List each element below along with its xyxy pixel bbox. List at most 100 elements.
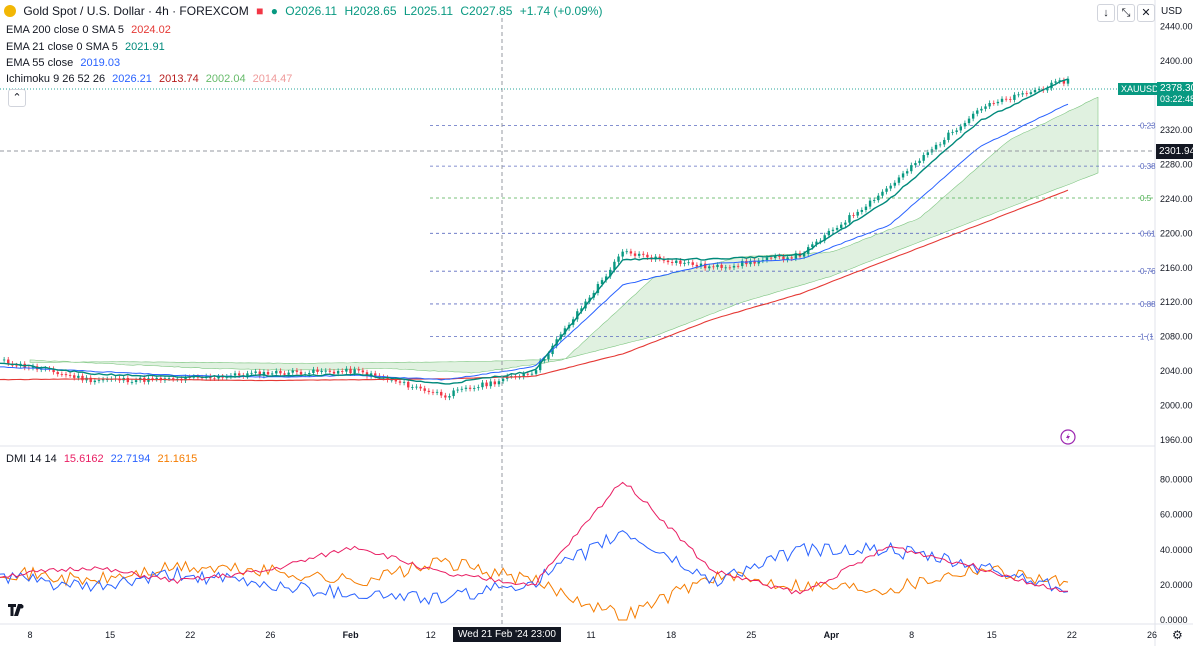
price-tick-label: 2000.00 xyxy=(1160,401,1193,411)
ema-lines xyxy=(0,78,1069,385)
indicator-ema200[interactable]: EMA 200 close 0 SMA 5 2024.02 xyxy=(6,24,175,36)
candle-body xyxy=(728,267,732,269)
candle-body xyxy=(621,251,624,257)
candle-body xyxy=(246,373,249,377)
candle-body xyxy=(448,396,451,398)
candle-body xyxy=(720,264,723,268)
dmi-tick-label: 60.0000 xyxy=(1160,510,1193,520)
candle-body xyxy=(938,144,942,146)
candle-body xyxy=(955,130,958,132)
candle-body xyxy=(823,235,826,241)
indicator-ema21[interactable]: EMA 21 close 0 SMA 5 2021.91 xyxy=(6,41,169,53)
arrow-down-button[interactable]: ↓ xyxy=(1097,4,1115,22)
candle-body xyxy=(308,372,311,375)
collapse-indicators-button[interactable]: ⌃ xyxy=(8,89,26,107)
candle-body xyxy=(901,173,905,178)
ichimoku-cloud-area xyxy=(29,96,1099,374)
indicator-label: EMA 200 close 0 SMA 5 xyxy=(6,24,125,36)
candle-body xyxy=(332,371,336,374)
candle-body xyxy=(580,308,583,312)
candle-body xyxy=(464,387,468,389)
dmi-plus-value: 22.7194 xyxy=(110,453,151,465)
candle-body xyxy=(984,106,987,109)
market-status-icon[interactable]: ● xyxy=(270,4,278,18)
candle-body xyxy=(934,144,938,150)
candle-body xyxy=(646,254,649,258)
candle-body xyxy=(171,378,175,380)
settings-icon[interactable]: ⚙ xyxy=(1172,628,1183,642)
candle-body xyxy=(757,260,760,264)
indicator-value: 2019.03 xyxy=(80,57,121,69)
candle-body xyxy=(345,368,348,372)
time-tick-label: 12 xyxy=(426,630,436,640)
ema21-line xyxy=(0,78,1069,385)
candle-body xyxy=(815,241,818,245)
time-axis[interactable]: 8152226Feb12Mar111825Apr8152226 xyxy=(27,630,1157,640)
flag-icon[interactable]: ■ xyxy=(256,4,264,18)
candle-body xyxy=(687,262,690,264)
candle-body xyxy=(1058,80,1061,82)
candle-body xyxy=(563,328,567,335)
candle-body xyxy=(604,276,608,281)
candle-body xyxy=(819,240,822,242)
candle-body xyxy=(769,257,773,259)
currency-label[interactable]: USD xyxy=(1161,6,1183,17)
indicator-label: Ichimoku 9 26 52 26 xyxy=(6,73,106,85)
dmi-tick-label: 0.0000 xyxy=(1160,615,1188,625)
time-tick-label: 22 xyxy=(185,630,195,640)
candle-body xyxy=(89,377,92,383)
candle-body xyxy=(538,360,542,371)
candle-body xyxy=(299,371,303,375)
time-tick-label: 25 xyxy=(746,630,756,640)
indicator-ichimoku[interactable]: Ichimoku 9 26 52 26 2026.21 2013.74 2002… xyxy=(6,73,296,85)
candle-body xyxy=(1013,94,1016,100)
dmi-axis[interactable]: 80.0000 60.0000 40.0000 20.0000 0.0000 xyxy=(1160,475,1193,625)
candle-body xyxy=(905,171,909,174)
restore-icon: ⤡ xyxy=(1121,7,1131,19)
candle-body xyxy=(402,381,406,383)
ohlc-close: C2027.85 xyxy=(460,4,513,18)
candle-body xyxy=(774,256,777,259)
indicator-value: 2021.91 xyxy=(124,41,165,53)
close-button[interactable]: ✕ xyxy=(1137,4,1155,22)
indicator-value: 2026.21 xyxy=(112,73,152,85)
bar-countdown: 03:22:48 xyxy=(1160,94,1193,104)
candle-body xyxy=(460,388,464,390)
candle-body xyxy=(394,379,398,382)
candle-body xyxy=(856,211,859,216)
time-tick-label: Apr xyxy=(824,630,840,640)
candle-body xyxy=(81,375,84,381)
candle-body xyxy=(295,370,299,372)
chart-header: Gold Spot / U.S. Dollar · 4h · FOREXCOM … xyxy=(4,4,606,18)
candle-body xyxy=(642,253,645,255)
dmi-legend[interactable]: DMI 14 14 15.6162 22.7194 21.1615 xyxy=(6,453,201,465)
price-tick-label: 2280.00 xyxy=(1160,159,1193,169)
lightning-icon[interactable] xyxy=(1060,429,1076,445)
candle-body xyxy=(52,368,55,373)
candle-body xyxy=(456,389,459,391)
candle-body xyxy=(703,263,707,269)
candle-body xyxy=(794,253,798,259)
candle-body xyxy=(64,374,68,376)
candle-body xyxy=(320,370,323,372)
candle-body xyxy=(1037,88,1041,91)
time-tick-label: 8 xyxy=(909,630,914,640)
crosshair-time: Wed 21 Feb '24 23:00 xyxy=(458,629,556,640)
candle-body xyxy=(724,267,727,269)
fib-level-label: 0.38 xyxy=(1140,162,1156,171)
fib-retracement[interactable]: 0.23 0.38 0.5 0.61 0.76 0.88 1 (1 xyxy=(430,122,1156,342)
candle-body xyxy=(510,376,513,377)
restore-button[interactable]: ⤡ xyxy=(1117,4,1135,22)
tradingview-logo[interactable] xyxy=(8,604,24,616)
candle-body xyxy=(877,195,880,201)
candle-body xyxy=(959,126,962,131)
indicator-ema55[interactable]: EMA 55 close 2019.03 xyxy=(6,57,124,69)
candle-body xyxy=(254,371,257,373)
time-tick-label: 11 xyxy=(586,630,595,640)
candle-body xyxy=(93,380,97,383)
symbol-title[interactable]: Gold Spot / U.S. Dollar · 4h · FOREXCOM xyxy=(23,4,249,18)
candle-body xyxy=(786,257,789,260)
candle-body xyxy=(481,382,484,388)
candle-body xyxy=(951,131,954,133)
